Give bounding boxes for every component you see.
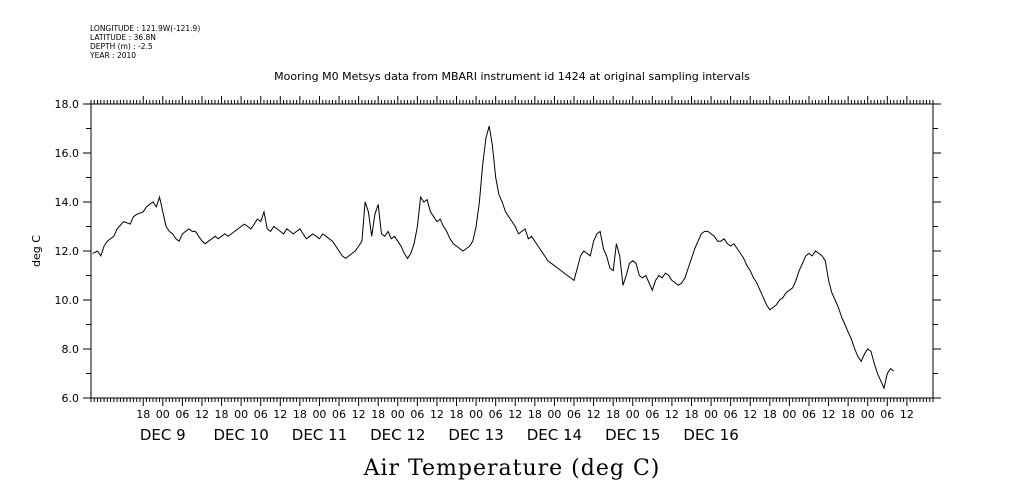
x-hour-label: 06 [567, 408, 581, 421]
y-tick-label: 16.0 [55, 147, 80, 160]
x-day-label: DEC 9 [140, 426, 186, 444]
x-hour-label: 18 [136, 408, 150, 421]
x-hour-label: 06 [254, 408, 268, 421]
x-hour-label: 12 [273, 408, 287, 421]
x-day-label: DEC 11 [292, 426, 347, 444]
y-axis: 6.0 8.0 10.0 12.0 14.0 16.0 18.0 [55, 98, 80, 405]
x-day-label: DEC 16 [683, 426, 738, 444]
y-tick-label: 18.0 [55, 98, 80, 111]
y-tick-label: 10.0 [55, 294, 80, 307]
x-hour-label: 06 [175, 408, 189, 421]
x-day-label: DEC 15 [605, 426, 660, 444]
x-hour-label: 06 [489, 408, 503, 421]
x-hour-label: 06 [880, 408, 894, 421]
x-hour-label: 12 [743, 408, 757, 421]
plot-frame [90, 103, 934, 399]
x-day-label: DEC 14 [527, 426, 582, 444]
chart-title: Mooring M0 Metsys data from MBARI instru… [274, 70, 750, 83]
axis-ticks [83, 96, 941, 406]
x-hour-label: 12 [508, 408, 522, 421]
x-hour-label: 06 [332, 408, 346, 421]
y-tick-label: 14.0 [55, 196, 80, 209]
x-hour-label: 00 [234, 408, 248, 421]
x-hour-label: 12 [195, 408, 209, 421]
y-tick-label: 12.0 [55, 245, 80, 258]
x-hour-label: 00 [469, 408, 483, 421]
x-hour-label: 00 [312, 408, 326, 421]
x-hour-label: 06 [410, 408, 424, 421]
y-tick-label: 8.0 [62, 343, 80, 356]
x-hour-label: 00 [547, 408, 561, 421]
metadata-year: YEAR : 2010 [90, 51, 137, 60]
x-hour-label: 12 [430, 408, 444, 421]
x-hour-label: 06 [802, 408, 816, 421]
x-hour-label: 12 [900, 408, 914, 421]
x-hour-label: 00 [861, 408, 875, 421]
y-tick-label: 6.0 [62, 392, 80, 405]
x-hour-label: 00 [704, 408, 718, 421]
x-day-label: DEC 10 [213, 426, 268, 444]
x-hour-label: 00 [156, 408, 170, 421]
x-hour-label: 18 [293, 408, 307, 421]
x-hour-label: 00 [626, 408, 640, 421]
x-axis-label: Air Temperature (deg C) [363, 456, 661, 481]
metadata-longitude: LONGITUDE : 121.9W(-121.9) [90, 24, 201, 33]
x-hour-label: 06 [645, 408, 659, 421]
x-hour-label: 18 [450, 408, 464, 421]
x-hour-label: 12 [822, 408, 836, 421]
x-hour-label: 18 [684, 408, 698, 421]
x-hour-label: 00 [782, 408, 796, 421]
x-hour-label: 18 [606, 408, 620, 421]
metadata-depth: DEPTH (m) : -2.5 [90, 42, 153, 51]
x-axis: 18 00 06 12 18 00 06 12 18 00 06 12 18 00 06 12 18 00 06 12… [136, 408, 914, 444]
air-temperature-line [92, 125, 895, 390]
x-hour-label: 06 [724, 408, 738, 421]
x-hour-label: 12 [352, 408, 366, 421]
x-hour-label: 18 [215, 408, 229, 421]
x-day-label: DEC 13 [448, 426, 503, 444]
x-day-label: DEC 12 [370, 426, 425, 444]
x-hour-label: 18 [371, 408, 385, 421]
x-hour-label: 18 [763, 408, 777, 421]
x-hour-label: 18 [528, 408, 542, 421]
metadata-latitude: LATITUDE : 36.8N [90, 33, 156, 42]
x-hour-label: 12 [587, 408, 601, 421]
y-axis-label: deg C [30, 235, 43, 267]
x-hour-label: 00 [391, 408, 405, 421]
x-hour-label: 12 [665, 408, 679, 421]
x-hour-label: 18 [841, 408, 855, 421]
